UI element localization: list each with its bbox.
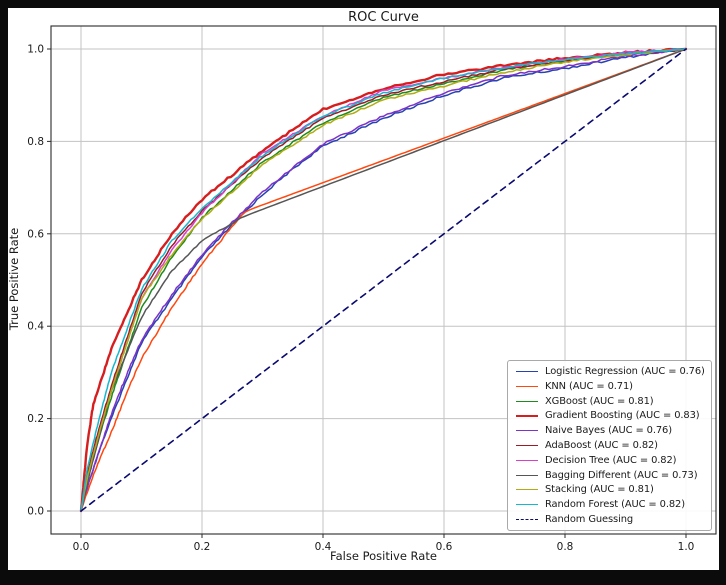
x-tick-label: 1.0 [678, 541, 695, 553]
y-axis-label: True Positive Rate [7, 227, 21, 331]
y-tick-label: 0.0 [27, 506, 44, 518]
legend-line-swatch [516, 474, 538, 476]
legend-line-swatch [516, 444, 538, 446]
legend-line-swatch [516, 414, 538, 417]
legend-item-label: Stacking (AUC = 0.81) [545, 484, 654, 496]
y-tick-label: 1.0 [27, 44, 44, 56]
legend-item-label: Gradient Boosting (AUC = 0.83) [545, 410, 700, 422]
legend-item-label: KNN (AUC = 0.71) [545, 380, 633, 392]
chart-title: ROC Curve [348, 10, 419, 25]
x-tick-label: 0.6 [436, 541, 453, 553]
roc-curve-random-forest [80, 48, 687, 512]
roc-curve-stacking [80, 48, 687, 512]
legend-item-label: Random Forest (AUC = 0.82) [545, 499, 685, 511]
y-tick-label: 0.8 [27, 136, 44, 148]
roc-curve-logistic-regression [80, 48, 687, 512]
x-tick-label: 0.8 [557, 541, 574, 553]
legend-line-swatch [516, 489, 538, 491]
roc-curve-random-guessing [80, 48, 687, 512]
x-tick-label: 0.2 [194, 541, 211, 553]
legend-line-swatch [516, 519, 538, 521]
legend-item-knn: KNN (AUC = 0.71) [516, 381, 707, 392]
legend-line-swatch [516, 370, 538, 372]
legend-item-gradient-boosting: Gradient Boosting (AUC = 0.83) [516, 410, 707, 421]
legend-line-swatch [516, 430, 538, 432]
legend-item-label: Logistic Regression (AUC = 0.76) [545, 365, 705, 377]
legend-item-naive-bayes: Naive Bayes (AUC = 0.76) [516, 425, 707, 436]
y-tick-label: 0.6 [27, 228, 44, 240]
legend-item-random-guessing: Random Guessing [516, 514, 707, 525]
x-tick-label: 0.0 [73, 541, 90, 553]
roc-curve-knn [80, 48, 687, 512]
legend-item-label: Random Guessing [545, 514, 634, 526]
legend-line-swatch [516, 459, 538, 461]
roc-curve-gradient-boosting [79, 47, 688, 513]
legend-item-random-forest: Random Forest (AUC = 0.82) [516, 499, 707, 510]
legend-line-swatch [516, 385, 538, 387]
legend-item-xgboost: XGBoost (AUC = 0.81) [516, 396, 707, 407]
legend-item-logistic-regression: Logistic Regression (AUC = 0.76) [516, 366, 707, 377]
legend-item-label: Bagging Different (AUC = 0.73) [545, 469, 698, 481]
x-tick-label: 0.4 [315, 541, 332, 553]
legend-item-label: Decision Tree (AUC = 0.82) [545, 454, 677, 466]
y-tick-label: 0.2 [27, 413, 44, 425]
x-axis-label: False Positive Rate [330, 549, 437, 563]
axes-spines [50, 25, 717, 535]
legend-item-label: AdaBoost (AUC = 0.82) [545, 439, 658, 451]
legend-item-stacking: Stacking (AUC = 0.81) [516, 484, 707, 495]
y-tick-label: 0.4 [27, 321, 44, 333]
roc-curve-bagging-different [80, 48, 687, 512]
roc-curve-naive-bayes [80, 48, 687, 512]
legend-line-swatch [516, 504, 538, 506]
roc-curve-adaboost [80, 48, 687, 512]
legend-line-swatch [516, 400, 538, 402]
legend-item-decision-tree: Decision Tree (AUC = 0.82) [516, 455, 707, 466]
legend-item-label: XGBoost (AUC = 0.81) [545, 395, 654, 407]
legend-item-bagging-different: Bagging Different (AUC = 0.73) [516, 470, 707, 481]
legend-item-label: Naive Bayes (AUC = 0.76) [545, 425, 672, 437]
legend-box: Logistic Regression (AUC = 0.76) KNN (AUC… [507, 360, 712, 531]
legend-item-adaboost: AdaBoost (AUC = 0.82) [516, 440, 707, 451]
